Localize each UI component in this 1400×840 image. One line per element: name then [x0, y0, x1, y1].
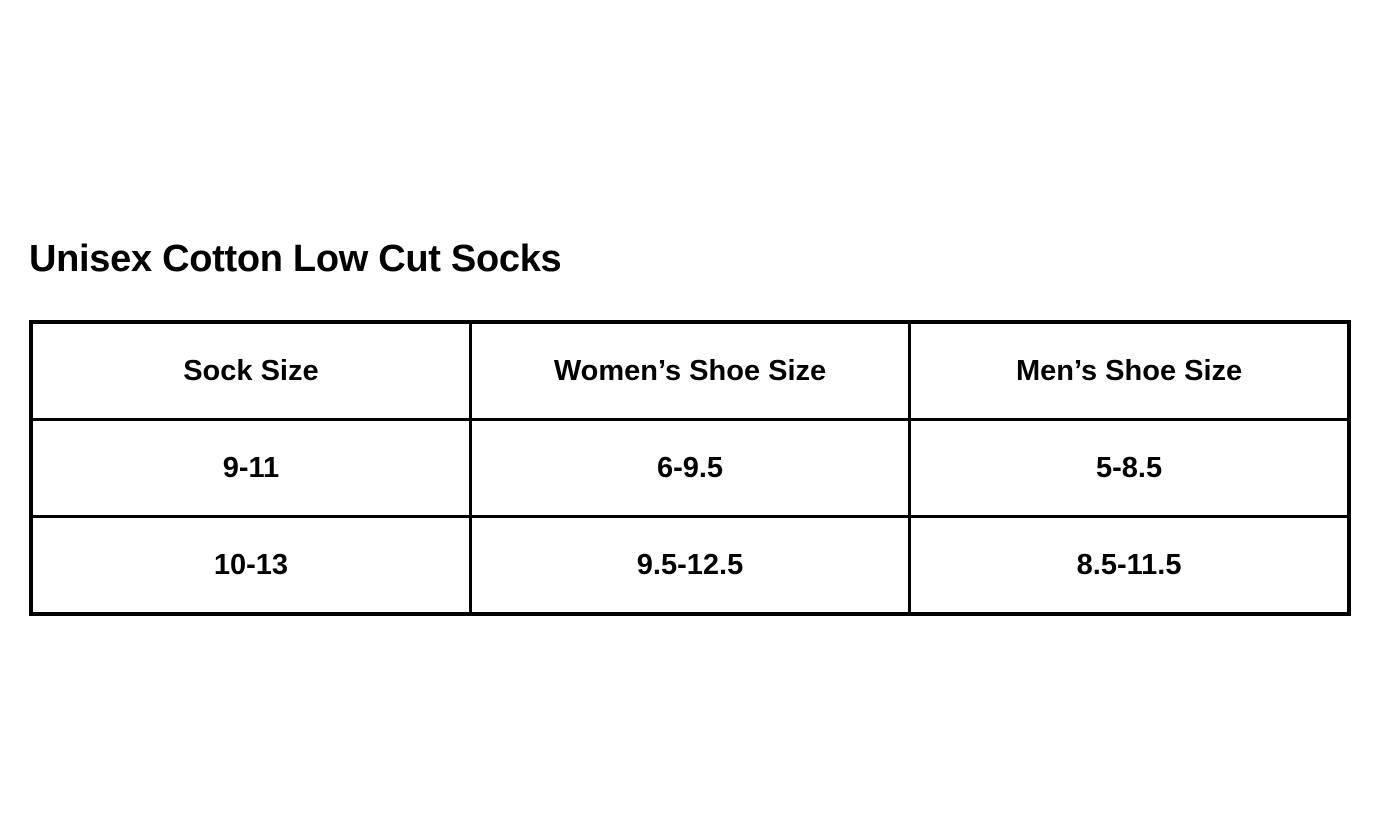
- size-chart-table: Sock Size Women’s Shoe Size Men’s Shoe S…: [29, 320, 1351, 616]
- table-row: 10-13 9.5-12.5 8.5-11.5: [29, 515, 1351, 616]
- cell-mens-shoe-size: 8.5-11.5: [908, 515, 1351, 616]
- chart-title: Unisex Cotton Low Cut Socks: [29, 238, 562, 280]
- header-womens-shoe-size: Women’s Shoe Size: [468, 320, 912, 421]
- header-mens-shoe-size: Men’s Shoe Size: [908, 320, 1351, 421]
- cell-womens-shoe-size: 6-9.5: [468, 418, 912, 518]
- table-row: 9-11 6-9.5 5-8.5: [29, 418, 1351, 518]
- header-sock-size: Sock Size: [29, 320, 472, 421]
- cell-sock-size: 9-11: [29, 418, 472, 518]
- cell-sock-size: 10-13: [29, 515, 472, 616]
- table-header-row: Sock Size Women’s Shoe Size Men’s Shoe S…: [29, 320, 1351, 421]
- cell-mens-shoe-size: 5-8.5: [908, 418, 1351, 518]
- cell-womens-shoe-size: 9.5-12.5: [468, 515, 912, 616]
